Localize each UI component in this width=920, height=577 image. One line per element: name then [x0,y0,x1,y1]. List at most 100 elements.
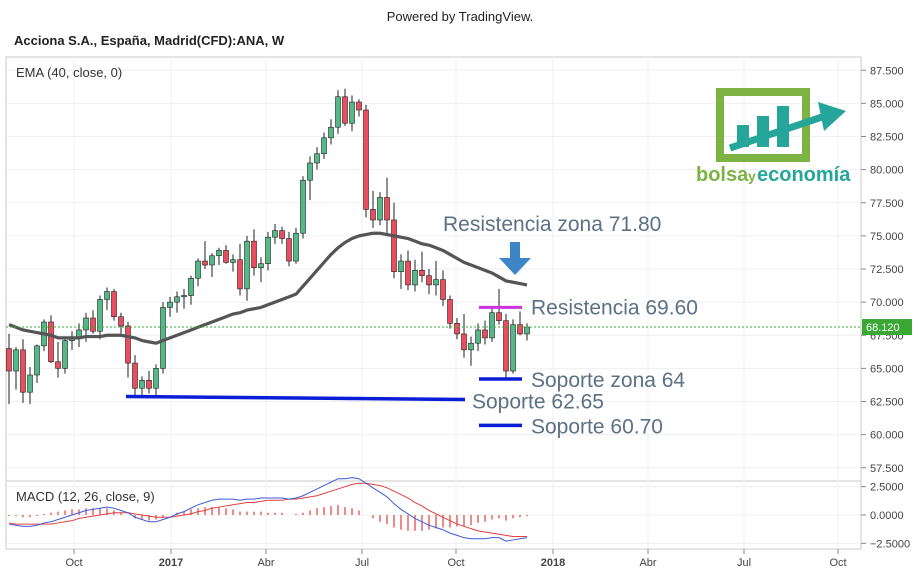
candle [286,231,292,267]
candle [132,355,138,397]
candle [412,259,418,292]
candle-body [349,101,355,124]
candle-body [181,295,187,298]
candle [307,156,313,201]
candle [482,320,488,345]
candle [279,226,285,244]
x-tick-label: Abr [257,557,274,569]
candle-body [139,379,145,389]
candle [356,99,362,117]
candle-body [195,260,201,279]
y-tick-label: 80.000 [870,165,904,177]
candle [27,367,33,405]
logo-bar [757,116,769,147]
candle-body [356,101,362,111]
candle [405,250,411,291]
x-tick-label: Oct [65,557,82,569]
candle [104,287,110,311]
candle-body [447,299,453,324]
macd-tick-label: −2.5000 [870,538,910,550]
candle-body [461,333,467,351]
candle-body [160,307,166,369]
candle [55,341,61,378]
candle [13,347,19,390]
candle-body [405,260,411,286]
candle [195,258,201,287]
ema-line [8,231,528,345]
ema-layer [6,231,861,345]
macd-layer [8,477,528,542]
candle [524,323,530,341]
x-tick-label: Abr [639,557,656,569]
y-tick-label: 82.500 [870,132,904,144]
candle [6,333,12,405]
candle-body [20,349,26,393]
candle [454,318,460,340]
candle-body [223,250,229,263]
candle-body [307,162,313,181]
annotation-resistance-zone: Resistencia zona 71.80 [443,213,661,236]
candle [90,310,96,334]
candle [503,314,509,378]
candle-body [174,296,180,303]
candle [440,270,446,307]
logo-arrow-head [818,102,846,131]
candle-body [391,219,397,272]
candle-body [90,317,96,332]
candle [216,247,222,266]
candle [321,132,327,160]
candle-body [440,279,446,300]
y-tick-label: 75.000 [870,231,904,243]
candle-body [377,197,383,221]
down-arrow-icon [499,242,531,275]
candle-body [503,320,509,372]
candle [265,231,271,271]
candle [20,339,26,403]
candle-body [335,96,341,128]
candle-body [300,179,306,234]
candle-body [384,197,390,221]
candle-body [293,232,299,262]
y-tick-label: 62.500 [870,397,904,409]
candle [146,371,152,394]
candle [370,190,376,228]
candle [167,296,173,317]
candle-body [524,326,530,335]
price-candles [6,88,530,405]
candle [433,261,439,296]
candle-body [202,260,208,266]
candle-body [146,379,152,389]
candle [398,254,404,289]
y-tick-label: 87.500 [870,65,904,77]
candle [251,229,257,276]
candle [328,119,334,145]
candle-body [104,291,110,300]
candle-body [251,240,257,268]
candle [48,315,54,364]
x-tick-label: Jul [355,557,369,569]
logo-text-economia: economía [757,164,851,186]
candle-body [510,324,516,372]
candle-body [83,317,89,331]
annotation-support-zone: Soporte zona 64 [531,369,685,392]
candle [293,227,299,264]
candle-body [6,348,12,372]
last-price-label: 68.120 [866,322,900,334]
candle [188,275,194,305]
candle-body [13,349,19,372]
candle-body [230,259,236,263]
candle [461,314,467,358]
candle-body [97,299,103,332]
macd-indicator-label: MACD (12, 26, close, 9) [16,489,155,504]
x-tick-label: Oct [829,557,846,569]
candle-body [125,325,131,364]
candle-body [342,96,348,124]
candle-body [328,126,334,139]
candle [62,337,68,374]
candle [97,295,103,340]
candle-body [188,277,194,296]
candle [510,319,516,374]
candle [230,254,236,272]
macd-tick-label: 0.0000 [870,510,904,522]
candle-body [237,259,243,290]
